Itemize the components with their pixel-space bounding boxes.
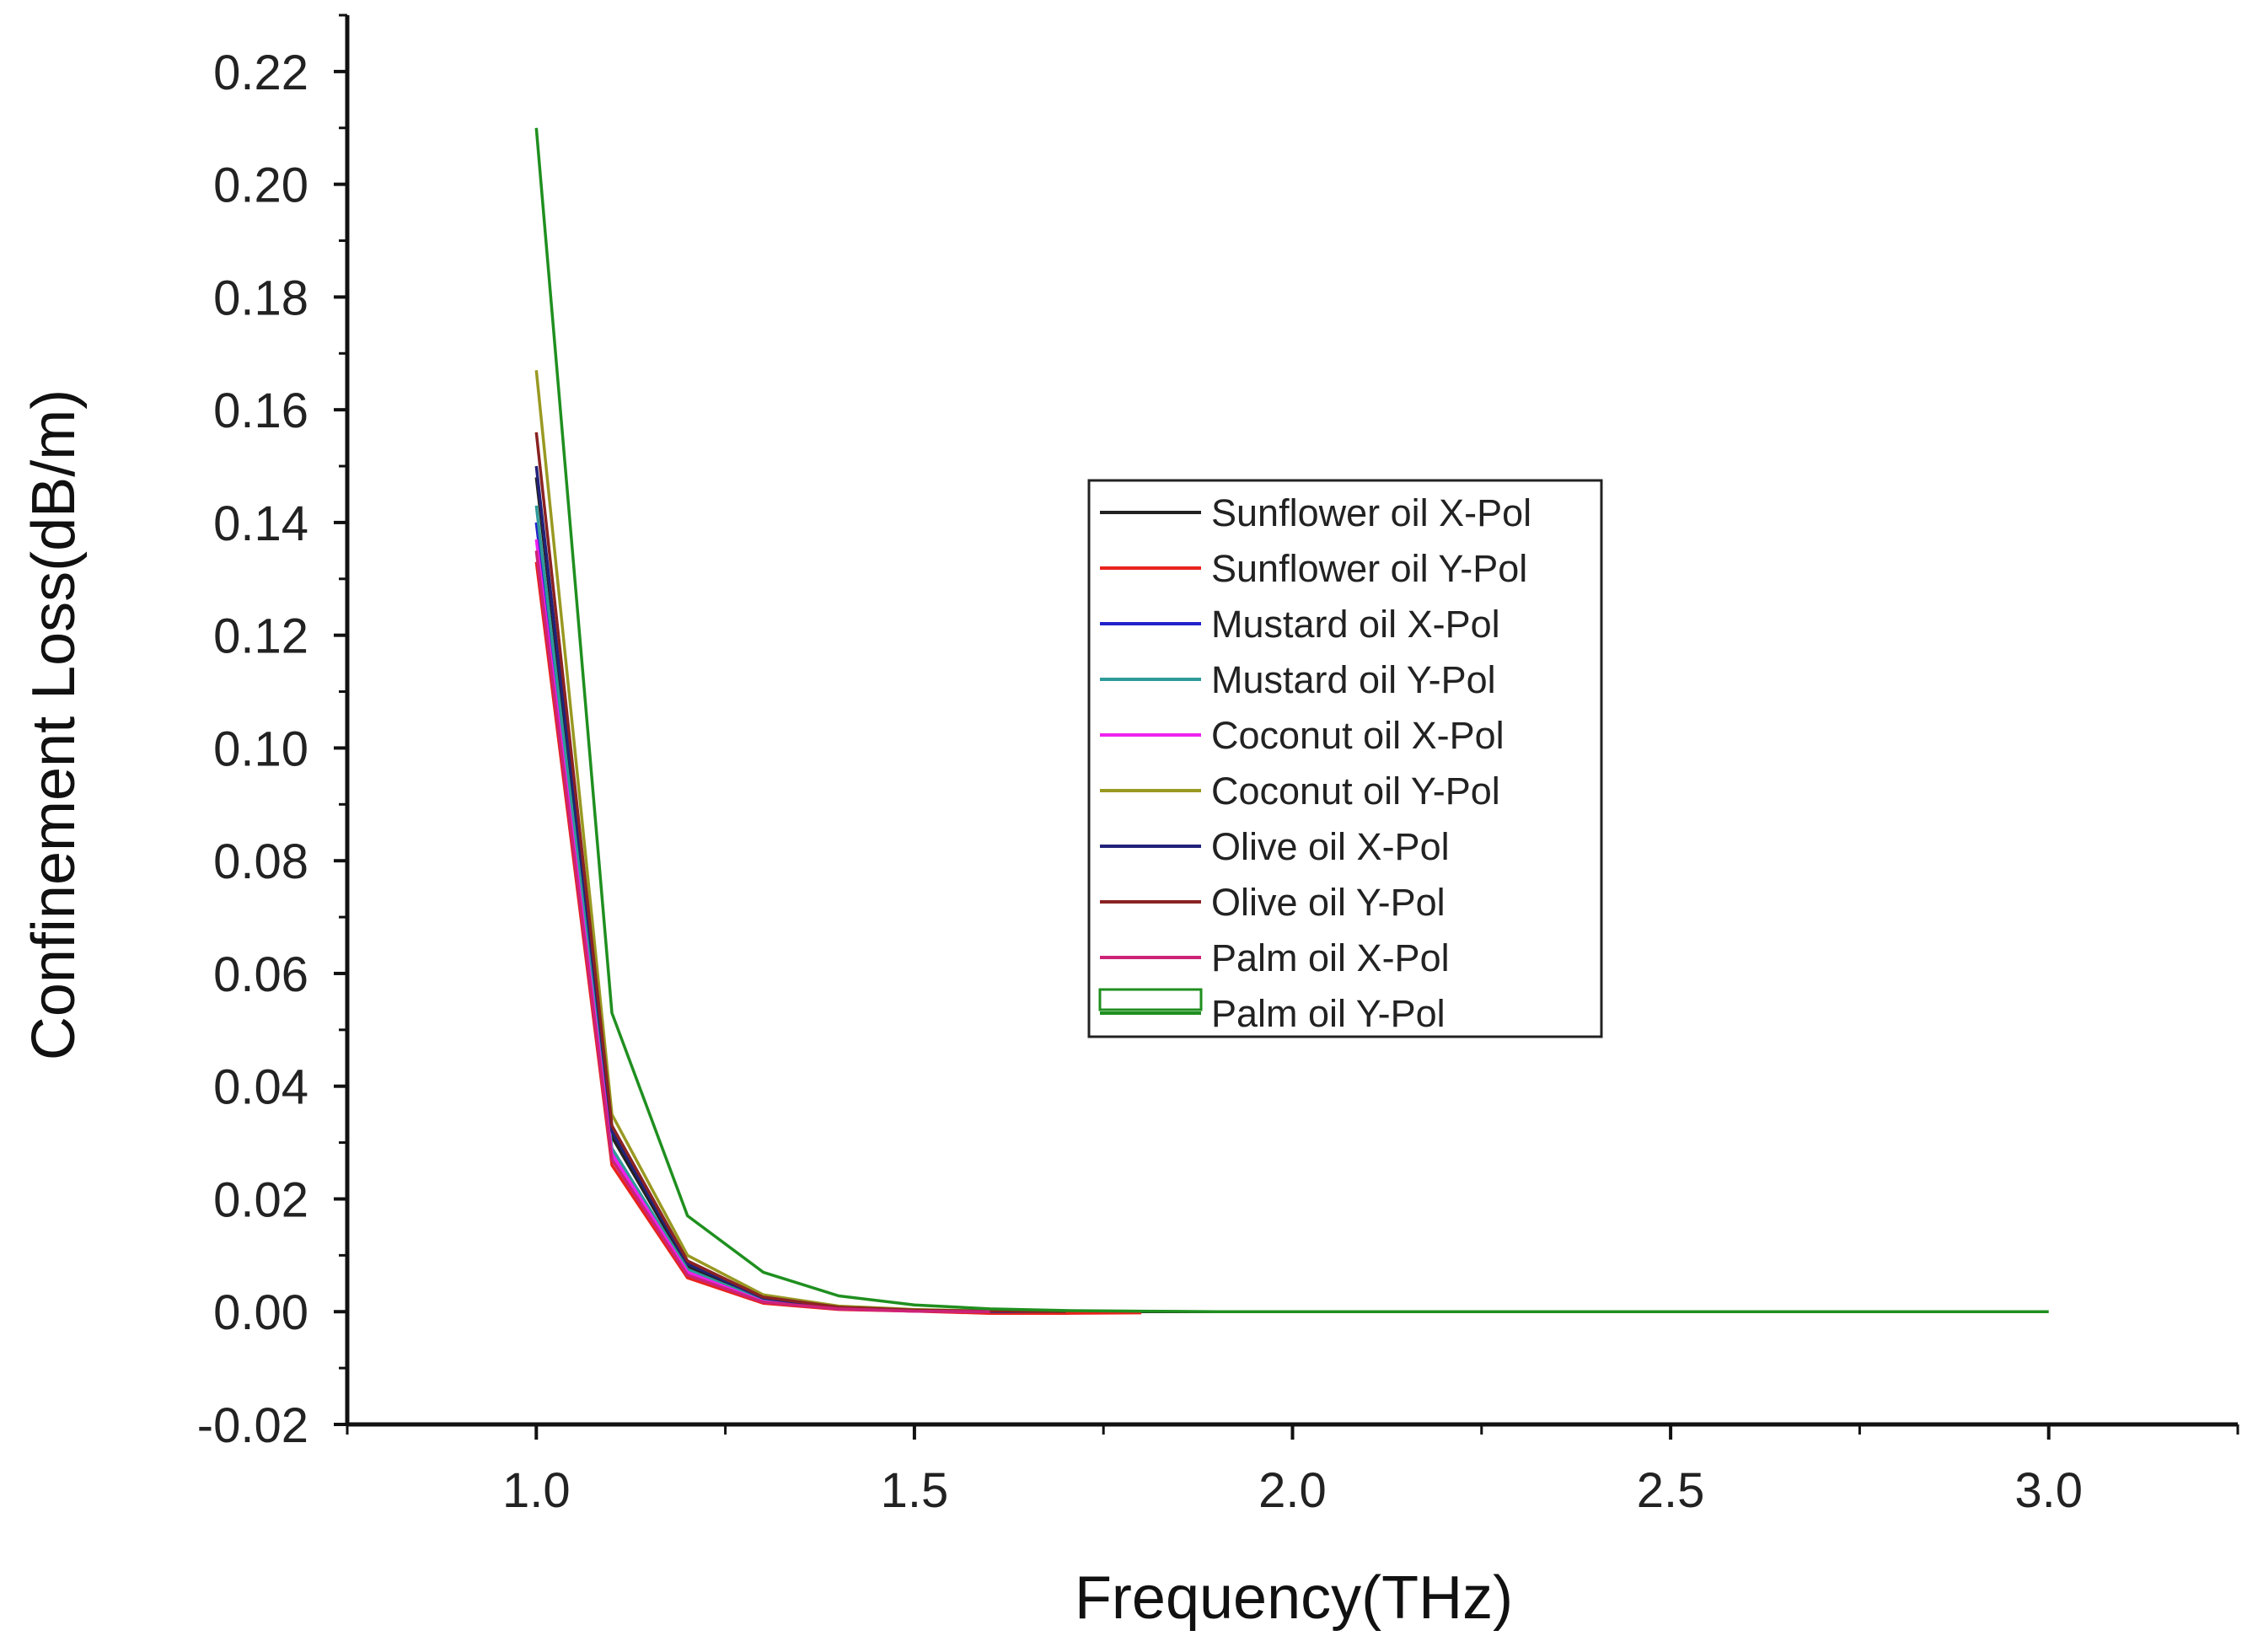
- y-axis-title: Confinement Loss(dB/m): [20, 389, 88, 1060]
- x-ticks: 1.0 1.5 2.0 2.5 3.0: [346, 1424, 2239, 1518]
- y-tick-label: -0.02: [197, 1398, 308, 1453]
- x-tick-label: 3.0: [2014, 1463, 2083, 1518]
- series-line-9: [534, 550, 990, 1313]
- y-tick-label: 0.16: [213, 384, 308, 438]
- series-line-2: [534, 561, 1142, 1315]
- y-tick-label: 0.08: [213, 834, 308, 889]
- x-tick-label: 2.0: [1258, 1463, 1327, 1518]
- y-tick-label: 0.14: [213, 496, 308, 551]
- y-tick-label: 0.18: [213, 271, 308, 325]
- y-tick-label: 0.20: [213, 158, 308, 213]
- series-line-10: [534, 127, 2049, 1313]
- legend-label: Palm oil X-Pol: [1211, 936, 1450, 979]
- series-line-3: [534, 522, 1066, 1313]
- y-tick-label: 0.02: [213, 1172, 308, 1227]
- y-tick-label: 0.22: [213, 46, 308, 100]
- legend-label: Sunflower oil Y-Pol: [1211, 547, 1527, 590]
- y-tick-label: 0.04: [213, 1060, 308, 1115]
- x-tick-label: 2.5: [1637, 1463, 1705, 1518]
- series-group: [534, 127, 2049, 1315]
- legend-swatch-box: [1098, 988, 1203, 1011]
- legend-label: Coconut oil Y-Pol: [1211, 770, 1500, 813]
- y-tick-label: 0.12: [213, 609, 308, 664]
- x-tick-label: 1.5: [881, 1463, 949, 1518]
- legend-label: Sunflower oil X-Pol: [1211, 491, 1531, 534]
- legend-label: Olive oil Y-Pol: [1211, 881, 1445, 924]
- x-tick-label: 1.0: [502, 1463, 571, 1518]
- y-tick-label: 0.10: [213, 721, 308, 776]
- legend-box: [1087, 479, 1603, 1038]
- series-line-7: [534, 465, 990, 1313]
- x-axis-title: Frequency(THz): [1075, 1564, 1513, 1632]
- legend-label: Palm oil Y-Pol: [1211, 992, 1445, 1035]
- legend-label: Olive oil X-Pol: [1211, 825, 1450, 868]
- legend-label: Mustard oil X-Pol: [1211, 603, 1500, 646]
- legend: Sunflower oil X-Pol Sunflower oil Y-Pol Mu…: [1087, 479, 1603, 1038]
- y-ticks: -0.02 0.00 0.02 0.04 0.06 0.08 0.10 0.12 0.14 0.1…: [197, 13, 347, 1453]
- legend-label: Mustard oil Y-Pol: [1211, 658, 1496, 701]
- y-tick-label: 0.06: [213, 947, 308, 1002]
- y-tick-label: 0.00: [213, 1285, 308, 1340]
- legend-label: Coconut oil X-Pol: [1211, 714, 1504, 757]
- series-line-8: [534, 432, 1066, 1313]
- axes: -0.02 0.00 0.02 0.04 0.06 0.08 0.10 0.12 0.14 0.1…: [197, 13, 2239, 1518]
